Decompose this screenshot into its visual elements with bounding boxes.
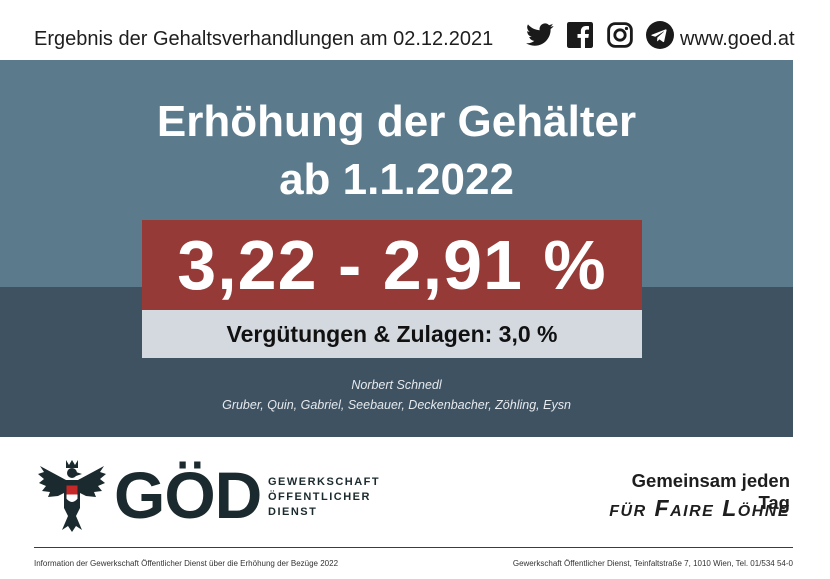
- logo-org-line-2: ÖFFENTLICHER: [268, 491, 371, 503]
- headline: Ergebnis der Gehaltsverhandlungen am 02.…: [34, 28, 494, 50]
- rate-value: 3,22 - 2,91 %: [177, 226, 607, 304]
- goed-logo: GÖD GEWERKSCHAFT ÖFFENTLICHER DIENST: [36, 458, 379, 533]
- signature-team: Gruber, Quin, Gabriel, Seebauer, Deckenb…: [222, 398, 571, 412]
- title-line-1: Erhöhung der Gehälter: [156, 97, 637, 146]
- top-bar: Ergebnis der Gehaltsverhandlungen am 02.…: [0, 0, 830, 60]
- instagram-icon[interactable]: [605, 20, 635, 50]
- social-links: [525, 20, 675, 50]
- slogan-line-2: für Faire Löhne: [609, 495, 790, 521]
- twitter-icon[interactable]: [525, 20, 555, 50]
- logo-org-name: GEWERKSCHAFT ÖFFENTLICHER DIENST: [268, 475, 380, 520]
- website-link[interactable]: www.goed.at: [680, 28, 795, 50]
- allowance-box: Vergütungen & Zulagen: 3,0 %: [142, 310, 642, 358]
- title-line-2: ab 1.1.2022: [279, 155, 514, 204]
- main-band: Erhöhung der Gehälter ab 1.1.2022 3,22 -…: [0, 60, 793, 437]
- footer-address: Gewerkschaft Öffentlicher Dienst, Teinfa…: [512, 559, 793, 568]
- signature-lead: Norbert Schnedl: [351, 378, 442, 392]
- logo-org-line-3: DIENST: [268, 506, 318, 518]
- facebook-icon[interactable]: [565, 20, 595, 50]
- logo-acronym: GÖD: [114, 458, 262, 532]
- footer-info: Information der Gewerkschaft Öffentliche…: [34, 559, 339, 568]
- slogan-line-1: Gemeinsam jeden Tag: [631, 470, 790, 513]
- footer-divider: [34, 547, 793, 548]
- allowance-value: Vergütungen & Zulagen: 3,0 %: [226, 321, 558, 347]
- telegram-icon[interactable]: [645, 20, 675, 50]
- eagle-icon: [38, 460, 106, 532]
- logo-org-line-1: GEWERKSCHAFT: [268, 476, 381, 488]
- rate-box: 3,22 - 2,91 %: [142, 220, 642, 310]
